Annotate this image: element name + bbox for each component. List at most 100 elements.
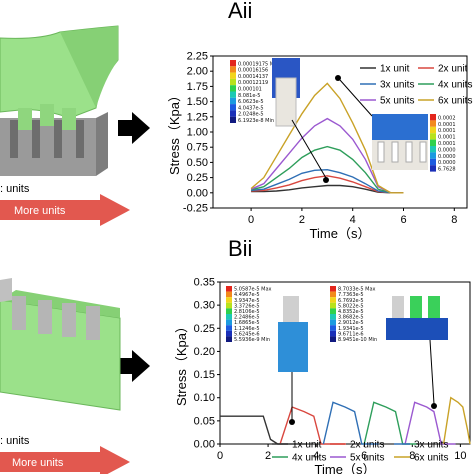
colorbar-a-left-cell bbox=[230, 104, 236, 111]
series-line bbox=[363, 401, 418, 445]
colorbar-b-right-cell bbox=[330, 286, 336, 292]
colorbar-a-right-label: 0.0001 bbox=[438, 122, 456, 128]
chart-aii: -0.25 0.00 0.25 0.50 0.75 1.00 1.25 1.50 1.75 2.0… bbox=[167, 51, 472, 242]
pointer-dot bbox=[431, 403, 437, 409]
colorbar-a-right-cell bbox=[430, 152, 436, 159]
colorbar-b-right-label: 9.6711e-6 bbox=[338, 331, 364, 337]
colorbar-b-left-cell bbox=[226, 325, 232, 331]
series-line bbox=[220, 415, 307, 445]
panel-b-label: Bii bbox=[228, 236, 252, 261]
x-tick-label: 8 bbox=[451, 214, 457, 226]
colorbar-a-right-cell bbox=[430, 133, 436, 140]
fea-model-b-right-post bbox=[410, 296, 422, 318]
y-tick-label: 0.10 bbox=[194, 392, 215, 404]
colorbar-b-right-label: 5.8022e-5 bbox=[338, 303, 364, 309]
colorbar-a-left-label: 6.0623e-5 bbox=[238, 99, 264, 105]
x-tick-label: 8 bbox=[409, 450, 415, 462]
y-tick-label: -0.25 bbox=[183, 203, 208, 215]
legend-label: 1x unit bbox=[380, 64, 410, 75]
colorbar-b-left-label: 5.6245e-6 bbox=[234, 331, 260, 337]
colorbar-a-left-label: 8.081e-5 bbox=[238, 93, 260, 99]
y-tick-label: 0.20 bbox=[194, 346, 215, 358]
colorbar-b-left-label: 5.5936e-9 Min bbox=[234, 337, 270, 343]
y-tick-label: 1.25 bbox=[187, 111, 208, 123]
pointer-dot bbox=[289, 419, 295, 425]
colorbar-b-right-cell bbox=[330, 314, 336, 320]
x-tick-label: 10 bbox=[454, 450, 466, 462]
colorbar-a-left-cell bbox=[230, 72, 236, 79]
fea-model-b-left bbox=[283, 296, 299, 326]
fea-model-b-left-base bbox=[278, 322, 308, 372]
arrow-right-icon bbox=[118, 112, 150, 144]
colorbar-b-right-label: 1.9341e-5 bbox=[338, 326, 364, 332]
fea-model-a-left-base bbox=[275, 77, 297, 127]
x-axis-label: Time（s） bbox=[310, 226, 371, 241]
units-label-a: : units bbox=[0, 183, 30, 195]
colorbar-a-left-label: 0.00019175 Max bbox=[238, 61, 280, 67]
units-label-b: : units bbox=[0, 435, 30, 447]
colorbar-a-right-label: 0.0001 bbox=[438, 135, 456, 141]
legend-label: 2x unit bbox=[438, 64, 468, 75]
colorbar-b-left-label: 2.8106e-5 bbox=[234, 309, 260, 315]
colorbar-b-left-cell bbox=[226, 286, 232, 292]
colorbar-a-right-cell bbox=[430, 146, 436, 153]
colorbar-a-right-label: 0.0000 bbox=[438, 147, 456, 153]
colorbar-a-left-cell bbox=[230, 91, 236, 98]
colorbar-a-right-label: 6.7628 bbox=[438, 167, 456, 173]
colorbar-a-right-cell bbox=[430, 165, 436, 172]
y-tick-label: 0.05 bbox=[194, 415, 215, 427]
colorbar-b-left-cell bbox=[226, 330, 232, 337]
pointer-line bbox=[429, 339, 435, 405]
colorbar-a-left-label: 0.00012119 bbox=[238, 80, 268, 86]
arrow-right-icon bbox=[118, 350, 150, 382]
colorbar-a-right-label: 0.0001 bbox=[438, 128, 456, 134]
y-tick-label: 0.25 bbox=[194, 323, 215, 335]
colorbar-b-left-cell bbox=[226, 319, 232, 326]
y-tick-label: 1.50 bbox=[187, 96, 208, 108]
series-line bbox=[250, 145, 404, 194]
colorbar-a-left-label: 6.1923e-8 Min bbox=[238, 118, 274, 124]
more-units-label-a: More units bbox=[14, 205, 66, 217]
legend-label: 5x units bbox=[380, 96, 414, 107]
x-tick-label: 2 bbox=[265, 450, 271, 462]
colorbar-b-left-label: 1.6865e-5 bbox=[234, 320, 260, 326]
y-tick-label: 0.75 bbox=[187, 142, 208, 154]
colorbar-b-left-label: 1.1246e-5 bbox=[234, 326, 260, 332]
legend-label: 6x units bbox=[438, 96, 472, 107]
y-axis-label: Stress（Kpa） bbox=[167, 89, 182, 175]
colorbar-b-right-cell bbox=[330, 297, 336, 303]
colorbar-b-right-label: 2.9012e-5 bbox=[338, 320, 364, 326]
fea-model-b-right-post bbox=[428, 296, 440, 318]
more-units-label-b: More units bbox=[12, 457, 64, 469]
colorbar-b-right-label: 7.7363e-5 bbox=[338, 292, 364, 298]
legend-label: 1x unit bbox=[292, 440, 322, 451]
colorbar-a-left-label: 2.0248e-5 bbox=[238, 112, 264, 118]
series-line bbox=[442, 396, 471, 445]
colorbar-a-left-cell bbox=[230, 116, 236, 123]
colorbar-b-right-label: 3.8682e-5 bbox=[338, 315, 364, 321]
colorbar-a-left-cell bbox=[230, 78, 236, 86]
x-tick-label: 0 bbox=[217, 450, 223, 462]
colorbar-a-right-cell bbox=[430, 114, 436, 121]
series-line bbox=[251, 168, 404, 194]
colorbar-a-left-label: 0.00016156 bbox=[238, 68, 268, 74]
colorbar-a-left-label: 4.0437e-5 bbox=[238, 105, 264, 111]
more-units-arrow-b bbox=[0, 446, 130, 474]
more-units-arrow-a bbox=[0, 194, 130, 226]
colorbar-b-right-cell bbox=[330, 325, 336, 331]
colorbar-b-left-label: 3.9347e-5 bbox=[234, 298, 260, 304]
y-tick-label: 1.00 bbox=[187, 127, 208, 139]
colorbar-b-right-label: 6.7692e-5 bbox=[338, 298, 364, 304]
legend-label: 3x units bbox=[380, 80, 414, 91]
colorbar-b-right-cell bbox=[330, 330, 336, 337]
fea-model-b-right-base bbox=[386, 318, 448, 340]
y-tick-label: 0.15 bbox=[194, 369, 215, 381]
colorbar-a-right-cell bbox=[430, 126, 436, 134]
y-tick-label: 2.00 bbox=[187, 66, 208, 78]
chart-bii: 0.00 0.05 0.10 0.15 0.20 0.25 0.30 0.35 0 2 4 6 8 10 T… bbox=[174, 277, 471, 474]
colorbar-b-left-cell bbox=[226, 308, 232, 314]
colorbar-b-left-cell bbox=[226, 297, 232, 303]
x-tick-label: 6 bbox=[400, 214, 406, 226]
colorbar-a-left-label: 0.000101 bbox=[238, 87, 262, 93]
